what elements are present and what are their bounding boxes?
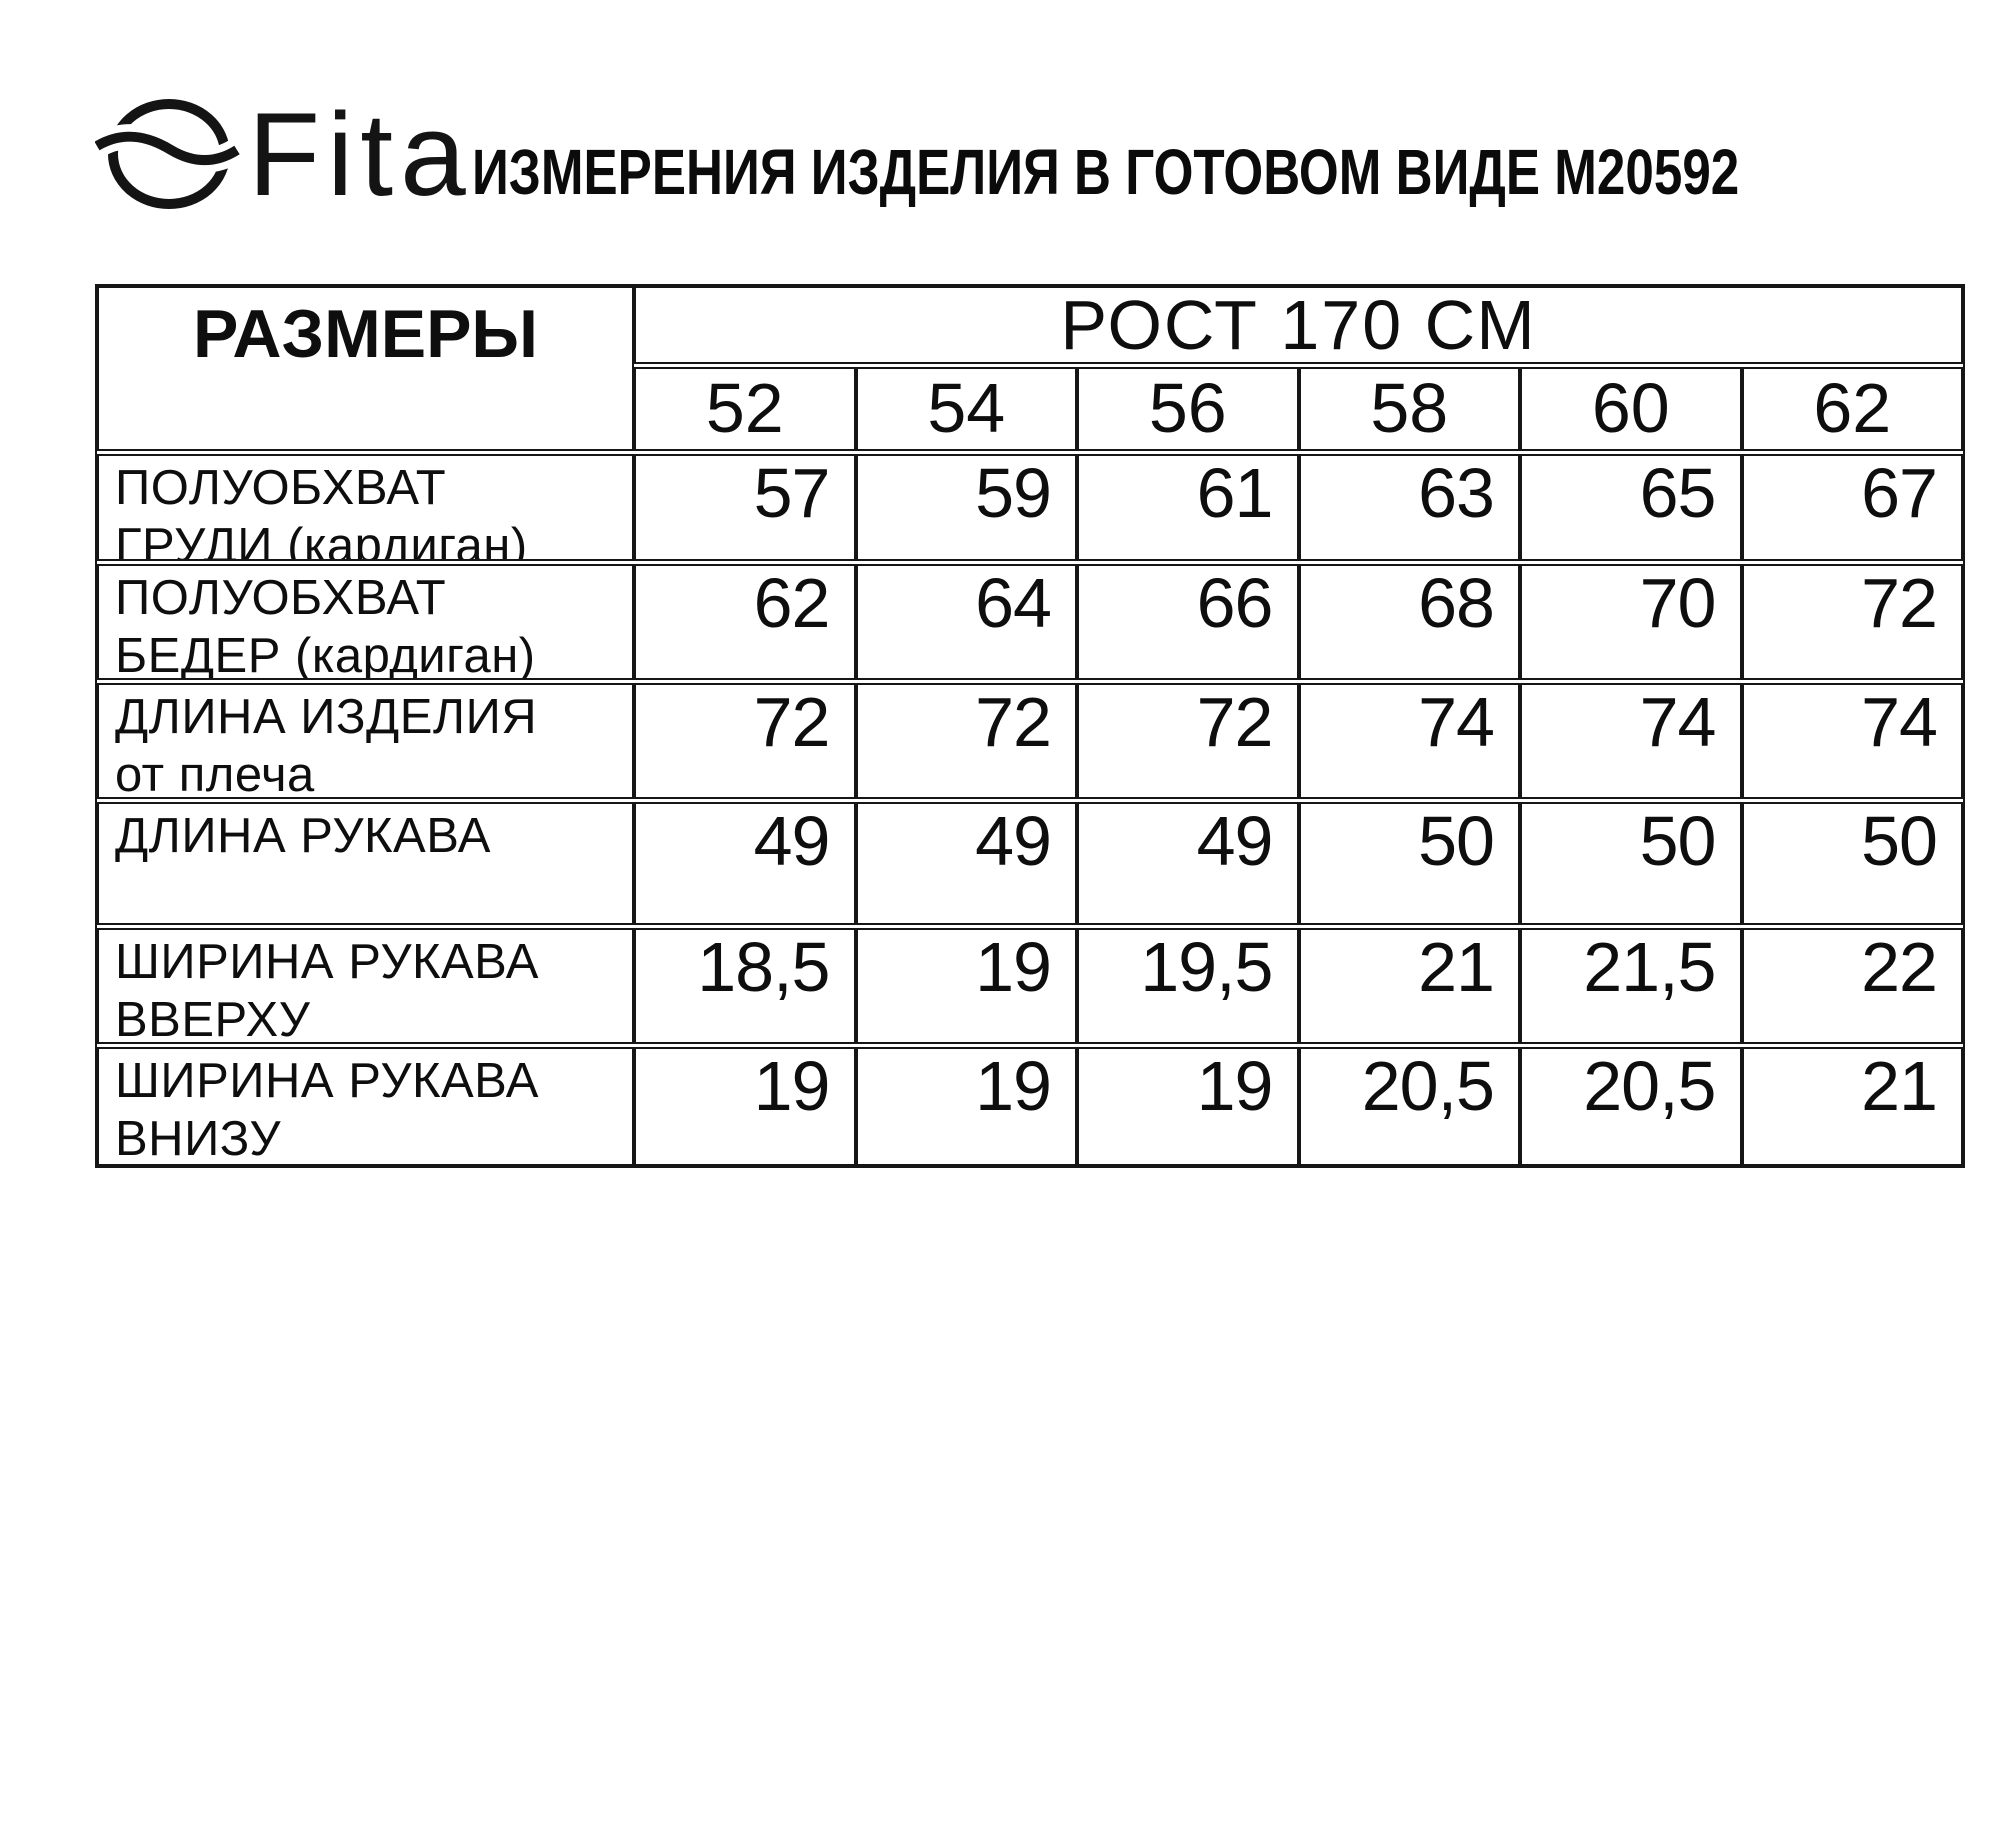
value-cell: 74 (1298, 683, 1520, 799)
size-column-header: 52 (634, 367, 856, 451)
value-cell: 70 (1520, 564, 1742, 680)
row-label-line: ПОЛУОБХВАТ (115, 461, 447, 515)
value-cell: 61 (1077, 454, 1299, 561)
value-cell: 74 (1741, 683, 1963, 799)
value-cell: 72 (855, 683, 1077, 799)
value-cell: 65 (1520, 454, 1742, 561)
size-column-header: 62 (1741, 367, 1963, 451)
value-cell: 21 (1741, 1047, 1963, 1166)
value-cell: 50 (1298, 802, 1520, 925)
value-cell: 20,5 (1520, 1047, 1742, 1166)
page-title: ИЗМЕРЕНИЯ ИЗДЕЛИЯ В ГОТОВОМ ВИДЕ М20592 (472, 136, 1740, 208)
value-cell: 62 (634, 564, 856, 680)
size-column-header: 60 (1520, 367, 1742, 451)
height-group-header: РОСТ 170 СМ (634, 286, 1963, 364)
value-cell: 49 (1077, 802, 1299, 925)
row-label-sleeve-length: ДЛИНА РУКАВА (97, 802, 634, 925)
size-table-grid: РАЗМЕРЫ РОСТ 170 СМ 52 54 56 58 60 62 ПО… (97, 286, 1963, 1166)
size-column-header: 56 (1077, 367, 1299, 451)
value-cell: 57 (634, 454, 856, 561)
row-label-line: от плеча (115, 747, 315, 799)
row-label-sleeve-width-bottom: ШИРИНА РУКАВА ВНИЗУ (97, 1047, 634, 1166)
value-cell: 59 (855, 454, 1077, 561)
row-label-line: ДЛИНА РУКАВА (115, 809, 491, 863)
value-cell: 64 (855, 564, 1077, 680)
value-cell: 49 (634, 802, 856, 925)
value-cell: 67 (1741, 454, 1963, 561)
brand-logo-icon (90, 92, 245, 217)
value-cell: 74 (1520, 683, 1742, 799)
value-cell: 66 (1077, 564, 1299, 680)
value-cell: 19 (855, 1047, 1077, 1166)
value-cell: 18,5 (634, 928, 856, 1044)
row-label-line: ДЛИНА ИЗДЕЛИЯ (115, 690, 538, 744)
row-label-line: ГРУДИ (кардиган) (115, 518, 528, 561)
value-cell: 63 (1298, 454, 1520, 561)
row-label-hips: ПОЛУОБХВАТ БЕДЕР (кардиган) (97, 564, 634, 680)
value-cell: 19 (1077, 1047, 1299, 1166)
value-cell: 49 (855, 802, 1077, 925)
row-label-line: ВВЕРХУ (115, 992, 311, 1044)
row-label-line: БЕДЕР (кардиган) (115, 628, 536, 680)
row-label-line: ШИРИНА РУКАВА (115, 935, 539, 989)
ellipse-wave-icon (90, 99, 244, 209)
row-label-sleeve-width-top: ШИРИНА РУКАВА ВВЕРХУ (97, 928, 634, 1044)
row-label-line: ПОЛУОБХВАТ (115, 571, 447, 625)
value-cell: 21,5 (1520, 928, 1742, 1044)
row-label-line: ШИРИНА РУКАВА (115, 1054, 539, 1108)
value-cell: 21 (1298, 928, 1520, 1044)
value-cell: 20,5 (1298, 1047, 1520, 1166)
value-cell: 19,5 (1077, 928, 1299, 1044)
size-table: РАЗМЕРЫ РОСТ 170 СМ 52 54 56 58 60 62 ПО… (95, 284, 1965, 1168)
size-column-header: 54 (855, 367, 1077, 451)
row-label-line: ВНИЗУ (115, 1111, 281, 1166)
value-cell: 50 (1741, 802, 1963, 925)
value-cell: 72 (634, 683, 856, 799)
value-cell: 68 (1298, 564, 1520, 680)
row-label-chest: ПОЛУОБХВАТ ГРУДИ (кардиган) (97, 454, 634, 561)
value-cell: 72 (1741, 564, 1963, 680)
value-cell: 50 (1520, 802, 1742, 925)
value-cell: 22 (1741, 928, 1963, 1044)
value-cell: 19 (855, 928, 1077, 1044)
corner-header-sizes: РАЗМЕРЫ (97, 286, 634, 451)
value-cell: 19 (634, 1047, 856, 1166)
row-label-length: ДЛИНА ИЗДЕЛИЯ от плеча (97, 683, 634, 799)
size-column-header: 58 (1298, 367, 1520, 451)
value-cell: 72 (1077, 683, 1299, 799)
brand-name: Fita (248, 89, 473, 221)
